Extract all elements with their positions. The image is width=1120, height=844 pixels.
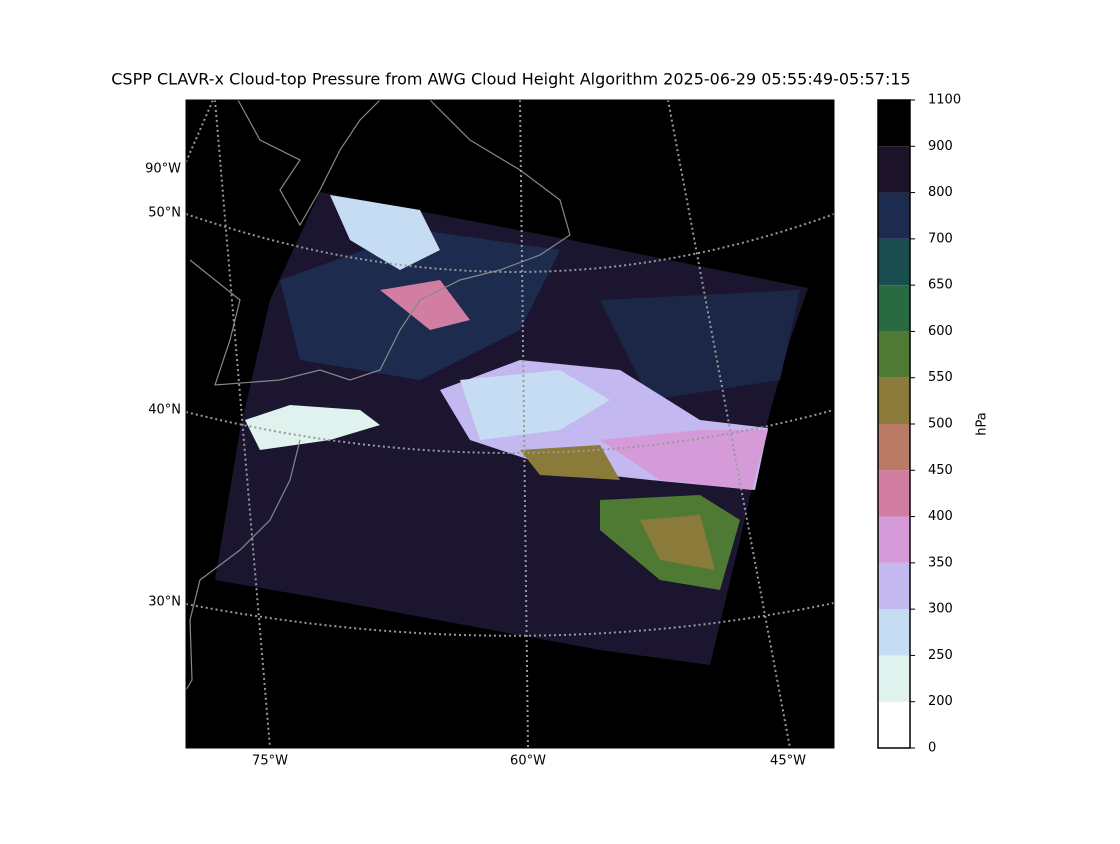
graticule-line [214, 99, 271, 749]
colorbar-tick-label: 300 [928, 602, 953, 617]
colorbar-segment [878, 655, 910, 702]
colorbar-tick-label: 700 [928, 231, 953, 246]
colorbar: 0 200 250 300 350 400 450 500 550 600 650 700 800 900… [877, 93, 961, 756]
map [185, 99, 835, 749]
cloud [640, 515, 715, 570]
coastline [185, 99, 571, 691]
colorbar-tick-label: 900 [928, 139, 953, 154]
graticule-line [185, 99, 214, 163]
colorbar-tick-label: 450 [928, 463, 953, 478]
colorbar-tick-label: 0 [928, 741, 936, 756]
colorbar-segment [878, 331, 910, 378]
colorbar-segment [878, 238, 910, 286]
colorbar-segment [878, 285, 910, 332]
colorbar-segment [878, 516, 910, 563]
colorbar-tick-label: 200 [928, 694, 953, 709]
title: CSPP CLAVR-x Cloud-top Pressure from AWG… [111, 70, 910, 89]
colorbar-tick-label: 350 [928, 555, 953, 570]
colorbar-label: hPa [975, 412, 990, 435]
colorbar-segment [878, 470, 910, 517]
colorbar-tick-label: 500 [928, 417, 953, 432]
graticule-line [185, 602, 835, 637]
colorbar-tick-label: 650 [928, 278, 953, 293]
colorbar-tick-label: 250 [928, 648, 953, 663]
cloud [600, 430, 768, 490]
lat-label: 90°W [145, 162, 181, 177]
colorbar-segment [878, 192, 910, 239]
colorbar-segment [878, 100, 910, 147]
lon-label: 45°W [770, 754, 806, 769]
cloud [460, 370, 610, 440]
lon-label: 60°W [510, 754, 546, 769]
cloud [380, 280, 470, 330]
colorbar-tick-label: 550 [928, 370, 953, 385]
coastline [185, 439, 301, 691]
colorbar-segment [878, 609, 910, 656]
lat-label: 30°N [148, 595, 181, 610]
cloud [245, 405, 380, 450]
colorbar-segment [878, 701, 910, 748]
cloud [330, 195, 440, 270]
map-frame [185, 99, 835, 749]
colorbar-segment [878, 146, 910, 193]
colorbar-segment [878, 562, 910, 610]
coastline [237, 99, 381, 227]
coastline [189, 99, 571, 386]
graticule-line [519, 99, 529, 749]
lon-label: 75°W [252, 754, 288, 769]
cloud [600, 290, 800, 400]
colorbar-segment [878, 377, 910, 424]
colorbar-tick-label: 800 [928, 185, 953, 200]
colorbar-tick-label: 400 [928, 509, 953, 524]
graticule-line [185, 213, 835, 273]
colorbar-tick-label: 1100 [928, 93, 961, 108]
cloud [520, 445, 620, 480]
lat-label: 50°N [148, 206, 181, 221]
graticule [185, 99, 835, 749]
colorbar-segment [878, 424, 910, 471]
colorbar-tick-label: 600 [928, 324, 953, 339]
lat-label: 40°N [148, 403, 181, 418]
graticule-line [185, 409, 835, 454]
